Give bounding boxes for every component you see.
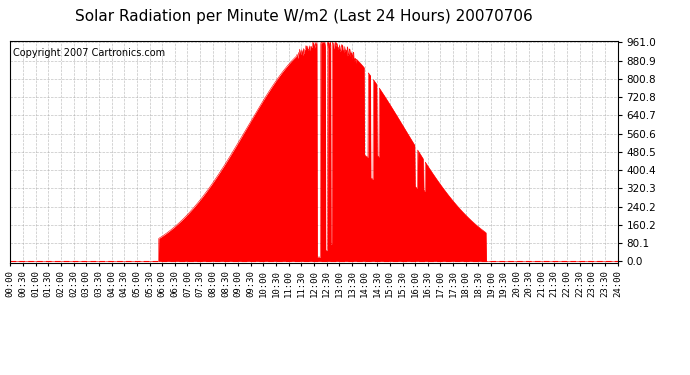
Text: Solar Radiation per Minute W/m2 (Last 24 Hours) 20070706: Solar Radiation per Minute W/m2 (Last 24… [75, 9, 533, 24]
Text: Copyright 2007 Cartronics.com: Copyright 2007 Cartronics.com [13, 48, 166, 58]
